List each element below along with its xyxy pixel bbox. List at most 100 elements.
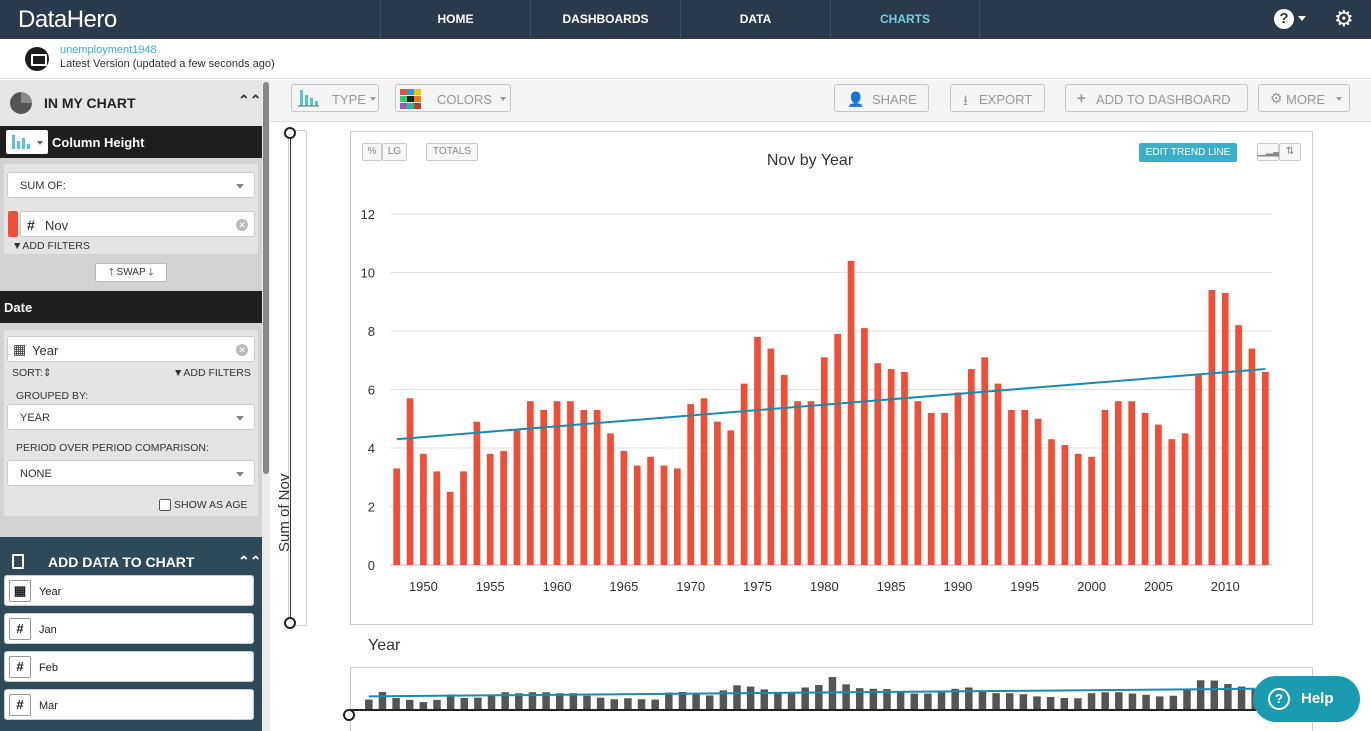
- bar[interactable]: [647, 456, 654, 565]
- list-item[interactable]: # Feb: [4, 651, 254, 682]
- series-color-swatch[interactable]: [8, 211, 18, 237]
- nav-dashboards[interactable]: DASHBOARDS: [530, 0, 680, 39]
- bar[interactable]: [1074, 453, 1082, 565]
- bar[interactable]: [740, 383, 748, 565]
- bar[interactable]: [847, 260, 855, 565]
- bar[interactable]: [1141, 412, 1149, 565]
- export-button[interactable]: ⭳ EXPORT: [950, 84, 1045, 112]
- bar[interactable]: [420, 453, 427, 565]
- date-add-filters-link[interactable]: ▼ADD FILTERS: [173, 367, 251, 379]
- list-item[interactable]: # Mar: [4, 689, 254, 720]
- bar[interactable]: [1195, 374, 1202, 565]
- nav-data[interactable]: DATA: [680, 0, 830, 39]
- bar[interactable]: [580, 409, 588, 565]
- bar[interactable]: [486, 453, 494, 565]
- bar[interactable]: [607, 433, 614, 565]
- bar[interactable]: [700, 398, 708, 565]
- add-filters-link[interactable]: ▼ADD FILTERS: [12, 240, 90, 252]
- signal-bars-icon[interactable]: ▁▂▃: [1257, 143, 1281, 161]
- log-scale-toggle[interactable]: LG: [382, 143, 407, 161]
- remove-icon[interactable]: ✕: [236, 219, 248, 231]
- totals-toggle[interactable]: TOTALS: [426, 143, 478, 161]
- add-to-dashboard-button[interactable]: + ADD TO DASHBOARD: [1065, 84, 1248, 112]
- more-button[interactable]: ⚙ MORE: [1258, 84, 1350, 112]
- bar[interactable]: [794, 401, 801, 565]
- bar[interactable]: [673, 468, 681, 565]
- list-item[interactable]: ▦ Year: [4, 575, 254, 606]
- bar[interactable]: [446, 491, 454, 565]
- bar[interactable]: [593, 409, 601, 565]
- edit-trend-line-button[interactable]: EDIT TREND LINE: [1139, 143, 1237, 162]
- bar[interactable]: [1021, 409, 1029, 565]
- chart-type-selector[interactable]: [6, 130, 48, 154]
- remove-icon[interactable]: ✕: [236, 344, 248, 356]
- bar[interactable]: [567, 401, 574, 565]
- bar[interactable]: [1235, 325, 1242, 565]
- bar[interactable]: [727, 430, 735, 565]
- share-button[interactable]: 👤 SHARE: [834, 84, 929, 112]
- chevron-down-icon[interactable]: [1298, 16, 1306, 21]
- grouped-by-select[interactable]: YEAR: [7, 404, 255, 430]
- bar[interactable]: [1048, 439, 1055, 565]
- bar[interactable]: [820, 357, 828, 565]
- bar[interactable]: [500, 450, 507, 565]
- period-comparison-select[interactable]: NONE: [7, 460, 255, 486]
- help-menu-icon[interactable]: ?: [1274, 9, 1294, 29]
- bar[interactable]: [513, 430, 521, 565]
- colors-button[interactable]: COLORS: [395, 84, 511, 112]
- bar[interactable]: [887, 369, 895, 565]
- bar[interactable]: [1128, 401, 1136, 565]
- bar[interactable]: [433, 471, 441, 565]
- bar[interactable]: [393, 468, 401, 565]
- bar[interactable]: [941, 412, 948, 565]
- bar[interactable]: [901, 371, 908, 565]
- bar[interactable]: [1248, 348, 1256, 565]
- sidebar-scroll-thumb[interactable]: [263, 82, 269, 474]
- bar[interactable]: [714, 421, 721, 565]
- bar[interactable]: [807, 401, 815, 565]
- bar[interactable]: [540, 409, 548, 565]
- bar[interactable]: [473, 421, 481, 565]
- sort-icon[interactable]: ⇅: [1279, 143, 1301, 161]
- bar[interactable]: [994, 383, 1002, 565]
- bar[interactable]: [1061, 445, 1069, 565]
- percent-toggle[interactable]: %: [362, 143, 382, 161]
- bar[interactable]: [526, 401, 534, 565]
- bar[interactable]: [406, 398, 414, 565]
- bar[interactable]: [767, 348, 775, 565]
- bar[interactable]: [1088, 456, 1095, 565]
- bar[interactable]: [620, 450, 628, 565]
- x-range-left-handle[interactable]: [343, 709, 355, 721]
- y-range-top-handle[interactable]: [284, 127, 296, 139]
- bar[interactable]: [1221, 292, 1229, 565]
- bar[interactable]: [914, 401, 922, 565]
- bar[interactable]: [1261, 371, 1269, 565]
- date-field-year[interactable]: ▦ Year ✕: [7, 336, 255, 362]
- bar[interactable]: [834, 333, 842, 565]
- collapse-icon[interactable]: ⌃⌃: [238, 92, 262, 108]
- bar[interactable]: [954, 392, 962, 565]
- measure-field-nov[interactable]: # Nov ✕: [20, 211, 255, 237]
- bar[interactable]: [687, 404, 695, 565]
- swap-button[interactable]: 🡑 SWAP 🡓: [95, 263, 167, 282]
- trend-line[interactable]: [396, 368, 1266, 441]
- bar[interactable]: [1168, 439, 1176, 565]
- bar[interactable]: [633, 465, 641, 565]
- bar[interactable]: [1181, 433, 1189, 565]
- bar[interactable]: [780, 374, 788, 565]
- nav-charts[interactable]: CHARTS: [830, 0, 980, 39]
- show-as-age-checkbox[interactable]: [159, 499, 171, 511]
- type-button[interactable]: TYPE: [291, 84, 379, 112]
- bar[interactable]: [1008, 409, 1015, 565]
- sort-control[interactable]: SORT:⇕: [12, 367, 52, 379]
- bar[interactable]: [874, 363, 882, 565]
- help-button[interactable]: ? Help: [1253, 676, 1360, 722]
- gear-icon[interactable]: ⚙: [1334, 6, 1354, 31]
- in-my-chart-header[interactable]: IN MY CHART ⌃⌃: [0, 80, 262, 126]
- nav-home[interactable]: HOME: [380, 0, 530, 39]
- bar[interactable]: [460, 471, 467, 565]
- bar[interactable]: [1155, 424, 1162, 565]
- dataset-name-link[interactable]: unemployment1948: [60, 44, 157, 56]
- bar[interactable]: [1101, 409, 1109, 565]
- collapse-icon[interactable]: ⌃⌃: [238, 553, 262, 569]
